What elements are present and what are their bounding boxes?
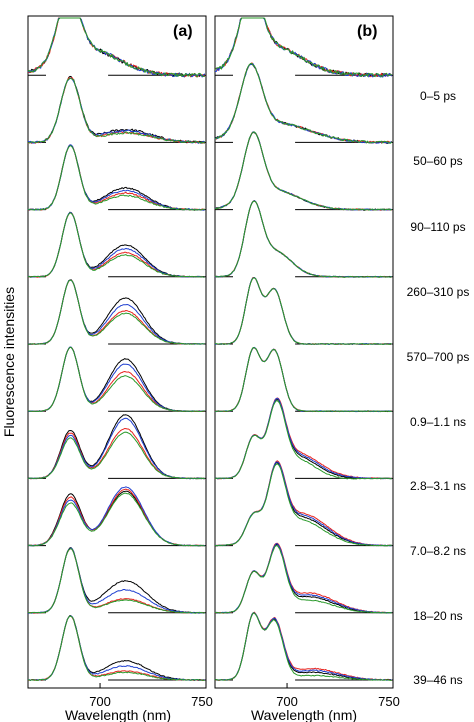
- panel-b-x-axis-label: Wavelength (nm): [251, 707, 357, 722]
- panel-a-x-ticks: [99, 683, 207, 688]
- x-tick-label: 700: [89, 694, 111, 709]
- spectrum-black: [214, 277, 392, 345]
- panel-b-plot: [214, 17, 393, 681]
- spectrum-black: [27, 547, 205, 614]
- time-window-label: 50–60 ps: [413, 154, 462, 168]
- time-window-label: 260–310 ps: [407, 285, 470, 299]
- spectrum-green: [27, 279, 205, 345]
- spectrum-blue: [214, 543, 392, 614]
- panel-a-x-axis-label: Wavelength (nm): [65, 707, 171, 722]
- spectrum-green: [214, 400, 392, 480]
- spectrum-green: [27, 615, 205, 681]
- spectrum-red: [27, 615, 205, 681]
- time-window-label: 90–110 ps: [410, 220, 465, 234]
- spectrum-black: [27, 75, 206, 144]
- spectrum-black: [27, 279, 205, 345]
- spectrum-green: [27, 77, 206, 144]
- spectrum-red: [214, 200, 392, 278]
- spectrum-green: [27, 17, 205, 78]
- x-tick-label: 750: [191, 694, 213, 709]
- y-axis-label: Fluorescence intensities: [1, 287, 17, 437]
- panel-b-frame: [214, 15, 394, 689]
- spectrum-blue: [214, 200, 392, 278]
- spectrum-red: [27, 346, 205, 413]
- spectrum-green: [214, 545, 392, 614]
- spectrum-black: [215, 200, 392, 278]
- time-window-label: 570–700 ps: [407, 350, 470, 364]
- spectrum-red: [214, 347, 392, 412]
- time-window-labels: 0–5 ps 50–60 ps 90–110 ps 260–310 ps 570…: [407, 89, 470, 687]
- spectrum-black: [214, 347, 392, 413]
- spectrum-red: [27, 428, 205, 480]
- spectrum-blue: [214, 346, 392, 413]
- spectrum-green: [215, 463, 392, 547]
- spectrum-red: [214, 277, 392, 345]
- spectrum-blue: [27, 144, 205, 211]
- spectrum-red: [27, 144, 205, 211]
- time-window-label: 18–20 ns: [413, 609, 462, 623]
- spectrum-black: [27, 211, 205, 278]
- panel-b-label: (b): [357, 23, 377, 40]
- spectrum-black: [214, 462, 392, 547]
- panel-b-x-ticks: [286, 683, 394, 688]
- spectrum-blue: [27, 547, 205, 614]
- spectrum-green: [215, 277, 392, 345]
- spectrum-green: [214, 200, 392, 278]
- spectrum-blue: [28, 417, 205, 480]
- time-window-label: 0.9–1.1 ns: [410, 415, 466, 429]
- spectrum-red: [214, 460, 392, 547]
- spectrum-green: [27, 145, 205, 211]
- spectrum-red: [27, 547, 205, 614]
- x-tick-label: 700: [276, 694, 298, 709]
- time-window-label: 2.8–3.1 ns: [410, 479, 466, 493]
- panel-a-frame: [27, 15, 207, 689]
- spectrum-blue: [215, 277, 392, 345]
- spectrum-black: [27, 144, 205, 211]
- spectrum-green: [27, 548, 205, 614]
- spectrum-blue: [214, 461, 392, 547]
- x-tick-label: 750: [378, 694, 400, 709]
- spectrum-blue: [27, 346, 205, 412]
- time-window-label: 0–5 ps: [420, 89, 456, 103]
- spectrum-green: [215, 347, 392, 413]
- spectrum-red: [27, 279, 205, 345]
- panel-b: (b) 700 750 Wavelength (nm): [214, 15, 400, 722]
- spectrum-blue: [27, 279, 205, 345]
- spectrum-black: [27, 615, 205, 681]
- spectrum-green: [27, 492, 205, 547]
- time-window-label: 7.0–8.2 ns: [410, 544, 466, 558]
- spectrum-black: [215, 612, 392, 681]
- time-window-label: 39–46 ns: [413, 673, 462, 687]
- spectrum-green: [214, 17, 392, 78]
- spectrum-black: [214, 543, 392, 614]
- panel-a-label: (a): [173, 23, 193, 40]
- spectrum-green: [214, 63, 393, 144]
- spectrum-green: [27, 212, 205, 278]
- spectrum-blue: [27, 615, 205, 681]
- panel-a-plot: [27, 17, 206, 681]
- spectrum-green: [214, 131, 393, 211]
- spectrum-blue: [214, 612, 392, 681]
- spectrum-red: [214, 542, 392, 614]
- spectrum-green: [27, 346, 205, 412]
- spectrum-red: [215, 611, 392, 681]
- spectrum-blue: [27, 212, 205, 278]
- spectrum-green: [27, 431, 205, 480]
- spectrum-black: [27, 346, 205, 412]
- spectrum-red: [27, 212, 205, 278]
- spectrum-green: [214, 612, 392, 681]
- panel-a: (a) 700 750 Wavelength (nm): [27, 15, 213, 722]
